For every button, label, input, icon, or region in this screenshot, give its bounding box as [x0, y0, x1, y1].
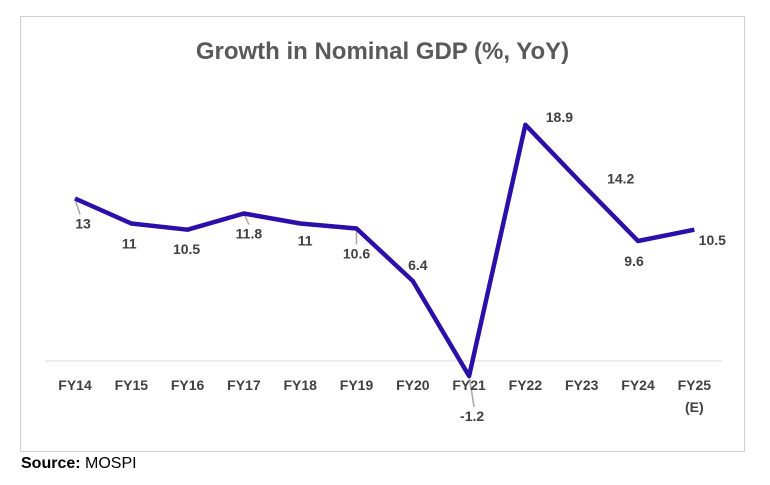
x-tick-label: FY15: [115, 377, 149, 393]
data-label: 11.8: [236, 226, 263, 242]
x-tick-label: FY17: [227, 377, 261, 393]
x-tick-label: FY20: [396, 377, 430, 393]
chart-frame: [20, 16, 745, 452]
x-tick-label: FY16: [171, 377, 205, 393]
data-label: 11: [298, 233, 313, 249]
data-label: 11: [122, 236, 137, 252]
data-label: 13: [75, 216, 91, 232]
x-tick-label: FY23: [565, 377, 599, 393]
series-line: [74, 122, 695, 379]
x-tick-label: FY14: [58, 377, 92, 393]
data-label: 18.9: [546, 109, 573, 125]
x-tick-label: FY25: [678, 377, 712, 393]
data-labels: 13 11 10.5 11.8 11 10.6 6.4 -1.2 18.9 14.2 9.6 10.5: [75, 109, 726, 424]
x-tick-label: FY19: [340, 377, 374, 393]
data-label: 14.2: [607, 171, 634, 187]
chart-title: Growth in Nominal GDP (%, YoY): [195, 38, 570, 65]
x-tick-labels: FY14 FY15 FY16 FY17 FY18 FY19 FY20 FY21 FY22 FY23…: [58, 377, 711, 415]
leader-line: [468, 375, 475, 408]
source-label: Source:: [21, 455, 81, 472]
source-text: MOSPI: [80, 455, 137, 472]
x-tick-label: FY18: [283, 377, 317, 393]
x-tick-label: FY21: [452, 377, 486, 393]
data-label: 9.6: [624, 253, 644, 269]
x-tick-label: FY24: [621, 377, 655, 393]
data-label: 10.5: [173, 241, 200, 257]
data-label: 10.5: [699, 232, 726, 248]
source-note: Source: MOSPI: [21, 455, 137, 473]
leader-lines: [74, 198, 475, 408]
x-tick-note: (E): [685, 399, 704, 415]
x-tick-label: FY22: [509, 377, 543, 393]
data-label: 6.4: [408, 257, 428, 273]
data-label: -1.2: [460, 408, 484, 424]
data-label: 10.6: [343, 246, 370, 262]
